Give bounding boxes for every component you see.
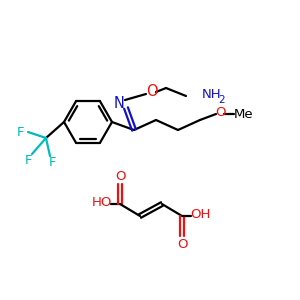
Text: O: O — [177, 238, 187, 250]
Text: O: O — [215, 106, 225, 119]
Text: F: F — [17, 125, 25, 139]
Text: O: O — [146, 83, 158, 98]
Text: F: F — [24, 154, 32, 167]
Text: F: F — [49, 157, 57, 169]
Text: NH: NH — [202, 88, 222, 100]
Text: Me: Me — [234, 107, 254, 121]
Text: 2: 2 — [218, 95, 225, 105]
Text: O: O — [115, 169, 125, 182]
Text: HO: HO — [92, 196, 112, 208]
Text: N: N — [114, 97, 124, 112]
Text: OH: OH — [190, 208, 210, 220]
